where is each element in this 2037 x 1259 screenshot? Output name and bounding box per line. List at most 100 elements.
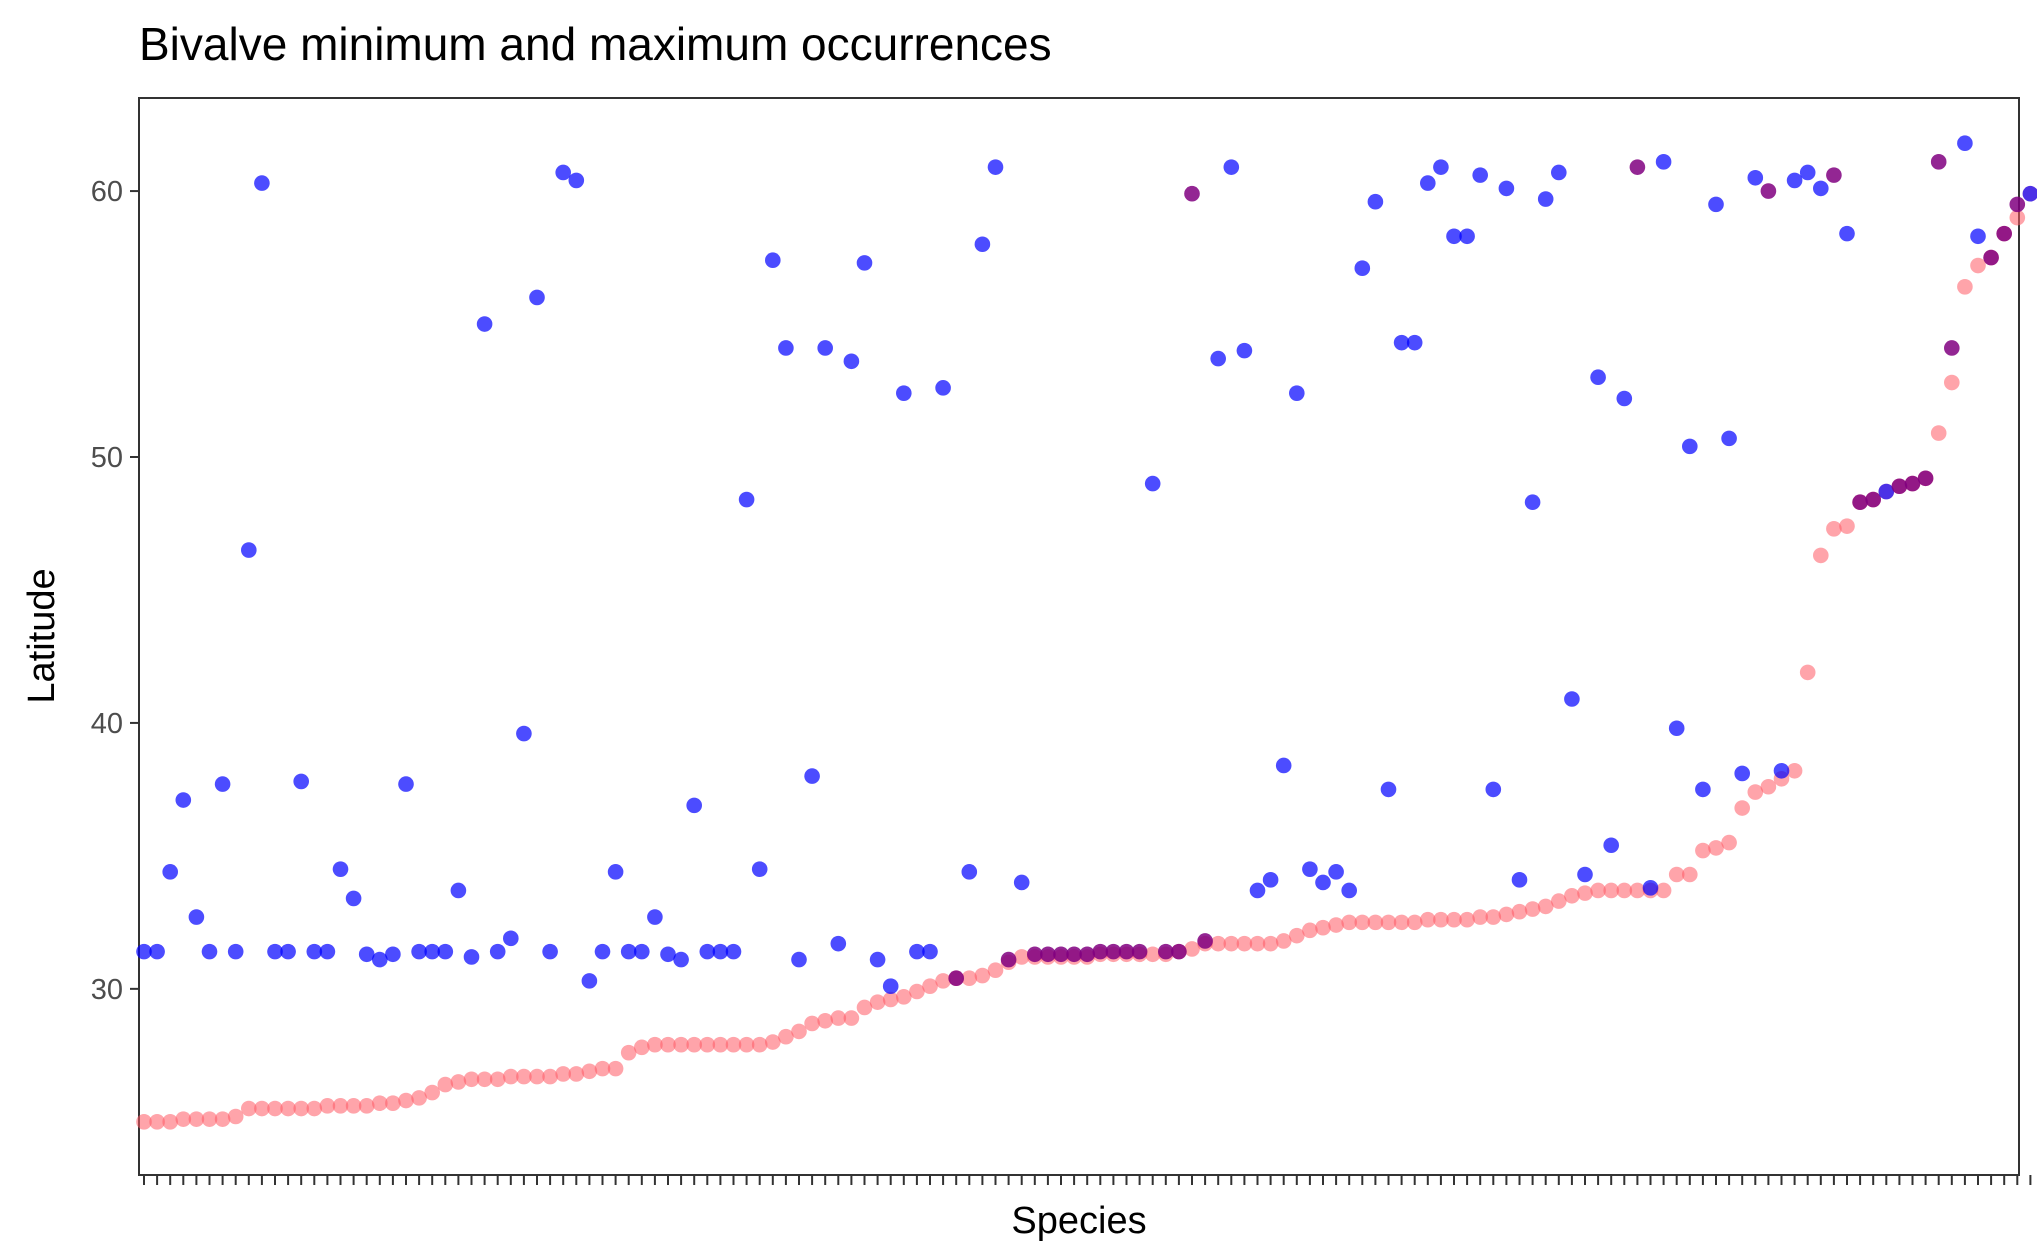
max-point [1695, 781, 1711, 798]
min-point [280, 1100, 296, 1117]
min-point [542, 1068, 558, 1085]
max-point [1577, 866, 1593, 883]
min-point [1236, 935, 1253, 952]
overlap-point [1000, 951, 1017, 968]
min-point [1970, 257, 1986, 274]
overlap-point [1891, 478, 1908, 495]
max-point [634, 943, 650, 960]
max-point [568, 172, 585, 189]
min-point [503, 1068, 519, 1085]
max-point [437, 943, 454, 960]
min-point [1144, 946, 1161, 963]
min-point [1577, 885, 1593, 901]
y-tick-label-30: 30 [91, 974, 123, 1006]
min-point [843, 1010, 860, 1026]
max-point [961, 864, 978, 880]
y-tick-label-50: 50 [91, 442, 123, 474]
min-point [869, 994, 886, 1010]
max-point [620, 943, 637, 960]
max-point [1420, 175, 1436, 191]
max-point [765, 252, 781, 269]
min-point [136, 1114, 152, 1130]
min-point [1603, 882, 1619, 899]
min-point [1472, 909, 1488, 925]
overlap-point [1760, 183, 1777, 199]
max-point [280, 943, 296, 960]
min-point [254, 1100, 270, 1117]
max-point [241, 542, 257, 558]
min-point [751, 1036, 768, 1053]
overlap-point [1105, 943, 1122, 960]
min-point [817, 1012, 833, 1029]
min-point [385, 1095, 401, 1111]
overlap-point [1197, 933, 1213, 949]
max-point [450, 882, 467, 899]
max-point [332, 861, 349, 877]
min-point [267, 1100, 283, 1117]
max-point [1878, 483, 1895, 500]
max-point [1564, 691, 1580, 707]
max-point [1459, 228, 1475, 245]
max-point [424, 943, 441, 960]
overlap-point [1904, 475, 1921, 492]
x-axis-ticks [143, 1175, 2032, 1185]
max-point [1642, 880, 1659, 896]
max-point [738, 491, 755, 508]
max-point [306, 943, 323, 960]
min-point [1708, 840, 1724, 856]
min-point [620, 1044, 637, 1061]
min-point [1433, 911, 1449, 928]
min-point [1668, 866, 1685, 883]
min-point [437, 1076, 454, 1093]
min-point [830, 1010, 847, 1026]
min-point [1524, 901, 1541, 917]
min-point [1760, 778, 1777, 795]
max-point [1839, 225, 1855, 242]
max-point [581, 973, 598, 989]
min-point [1629, 882, 1646, 899]
max-point [175, 792, 192, 808]
max-point [503, 930, 519, 947]
min-point [1826, 521, 1842, 537]
min-point [634, 1039, 650, 1056]
min-point [319, 1098, 336, 1114]
max-point [1813, 180, 1829, 197]
min-point [1249, 935, 1266, 952]
max-point [1472, 167, 1488, 183]
min-point [1315, 919, 1331, 936]
min-point [804, 1015, 820, 1032]
max-point [673, 951, 689, 968]
min-point [332, 1098, 349, 1114]
max-point [267, 943, 283, 960]
min-point [673, 1036, 689, 1053]
max-point [882, 978, 899, 994]
min-point [358, 1098, 375, 1114]
max-point [1786, 172, 1803, 189]
overlap-point [1852, 494, 1868, 511]
overlap-point [1865, 491, 1881, 508]
max-point [791, 951, 807, 968]
overlap-point [1158, 943, 1174, 960]
min-point [1210, 935, 1226, 952]
max-point [607, 864, 624, 880]
max-point [660, 946, 676, 963]
min-point [974, 967, 991, 984]
max-point [1393, 334, 1410, 351]
max-point [1655, 154, 1672, 170]
max-point [1315, 874, 1331, 891]
min-point [1262, 935, 1279, 952]
min-point [725, 1036, 742, 1053]
min-point [2009, 209, 2026, 226]
overlap-point [1053, 946, 1069, 963]
max-point [1433, 159, 1449, 175]
min-point [1747, 784, 1764, 800]
max-point [1446, 228, 1462, 245]
overlap-point [1040, 946, 1056, 963]
min-point [476, 1071, 493, 1088]
max-point [987, 159, 1004, 175]
min-point [791, 1023, 807, 1040]
min-point [765, 1034, 781, 1050]
max-point [529, 289, 545, 306]
min-point [1551, 893, 1567, 909]
overlap-point [1171, 943, 1187, 960]
